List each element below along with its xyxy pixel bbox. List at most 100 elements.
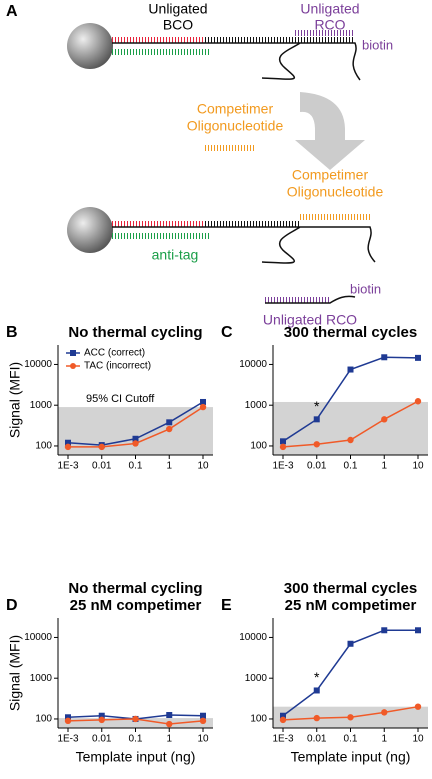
x-tick-label: 10 (197, 461, 209, 472)
x-tick-label: 1 (166, 734, 172, 745)
marker (414, 398, 422, 405)
legend-label: TAC (incorrect) (84, 361, 151, 372)
chart-title: 300 thermal cycles (284, 324, 417, 341)
panel-label: E (221, 597, 232, 614)
marker (347, 714, 354, 721)
chart-title: 25 nM competimer (285, 597, 417, 614)
label: biotin (350, 281, 381, 296)
x-tick-label: 1E-3 (272, 734, 294, 745)
legend-marker (70, 350, 76, 356)
marker (199, 717, 207, 725)
x-tick-label: 0.1 (344, 734, 358, 745)
marker (64, 717, 72, 725)
chart-panel: 95% CI Cutoff 100 1000 10000 1E-3 0.01 0.1 1 10 B… (6, 324, 213, 472)
y-tick-label: 1000 (245, 673, 268, 684)
marker (381, 354, 388, 361)
x-tick-label: 1 (381, 734, 387, 745)
chart-panel: 100 1000 10000 1E-3 0.01 0.1 1 10 C 300 thermal c… (221, 324, 428, 472)
label: Unligated (300, 1, 359, 17)
marker (381, 416, 388, 423)
chart-title: No thermal cycling (68, 580, 202, 597)
y-tick-label: 100 (250, 441, 267, 452)
marker (166, 712, 173, 719)
x-tick-label: 0.1 (344, 461, 358, 472)
panel-label: C (221, 324, 233, 341)
marker (280, 712, 286, 719)
bead (67, 23, 113, 69)
x-tick-label: 10 (197, 734, 209, 745)
label: Unligated RCO (263, 312, 357, 328)
chart-title: 25 nM competimer (70, 597, 202, 614)
label: RCO (314, 17, 345, 33)
x-tick-label: 1 (166, 461, 172, 472)
marker (414, 703, 422, 710)
label: Competimer (197, 101, 274, 117)
chart-panel: 100 1000 10000 1E-3 0.01 0.1 1 10 D No thermal cy… (6, 580, 213, 765)
bead (67, 207, 113, 253)
marker (199, 403, 207, 411)
chart-panel: 100 1000 10000 1E-3 0.01 0.1 1 10 E 300 thermal c… (221, 580, 428, 765)
marker (381, 627, 388, 634)
chart-title: 300 thermal cycles (284, 580, 417, 597)
marker (200, 398, 206, 405)
y-tick-label: 10000 (239, 632, 267, 643)
x-tick-label: 0.1 (129, 461, 143, 472)
y-tick-label: 1000 (245, 400, 268, 411)
label: Oligonucleotide (287, 184, 384, 200)
marker (166, 720, 173, 728)
y-tick-label: 10000 (24, 632, 52, 643)
marker (313, 416, 320, 423)
marker (200, 712, 206, 719)
x-tick-label: 1E-3 (57, 734, 79, 745)
marker (280, 438, 286, 445)
strand (112, 226, 376, 264)
x-tick-label: 0.01 (92, 734, 112, 745)
marker (166, 419, 173, 426)
marker (313, 714, 320, 722)
x-tick-label: 0.01 (307, 734, 327, 745)
panel-label: A (6, 3, 18, 20)
label: Oligonucleotide (187, 118, 284, 134)
marker (347, 366, 354, 373)
x-tick-label: 10 (412, 734, 424, 745)
legend-marker (70, 363, 76, 369)
marker (381, 709, 388, 716)
panel-label: D (6, 597, 18, 614)
y-tick-label: 10000 (239, 359, 267, 370)
marker (98, 443, 105, 451)
marker (313, 687, 320, 694)
marker (415, 627, 421, 634)
marker (347, 436, 354, 444)
y-tick-label: 10000 (24, 359, 52, 370)
marker (166, 425, 173, 433)
annotation: * (314, 398, 320, 414)
strand (112, 42, 361, 81)
marker (132, 440, 139, 447)
y-tick-label: 1000 (30, 400, 53, 411)
marker (132, 435, 139, 442)
x-axis-label: Template input (ng) (291, 749, 411, 765)
label: Competimer (292, 167, 369, 183)
marker (65, 714, 71, 721)
panel-label: B (6, 324, 18, 341)
x-tick-label: 1E-3 (57, 461, 79, 472)
y-axis-label: Signal (MFI) (7, 635, 23, 711)
legend-label: ACC (correct) (84, 348, 145, 359)
x-tick-label: 0.1 (129, 734, 143, 745)
y-tick-label: 100 (250, 714, 267, 725)
x-axis-label: Template input (ng) (76, 749, 196, 765)
x-tick-label: 0.01 (307, 461, 327, 472)
label: biotin (362, 37, 393, 52)
strand (265, 295, 356, 304)
marker (347, 640, 354, 647)
label: BCO (163, 17, 193, 33)
x-tick-label: 10 (412, 461, 424, 472)
y-tick-label: 1000 (30, 673, 53, 684)
marker (98, 712, 105, 719)
marker (415, 354, 421, 361)
x-tick-label: 1 (381, 461, 387, 472)
marker (65, 439, 71, 446)
x-tick-label: 0.01 (92, 461, 112, 472)
label: Unligated (148, 1, 207, 17)
